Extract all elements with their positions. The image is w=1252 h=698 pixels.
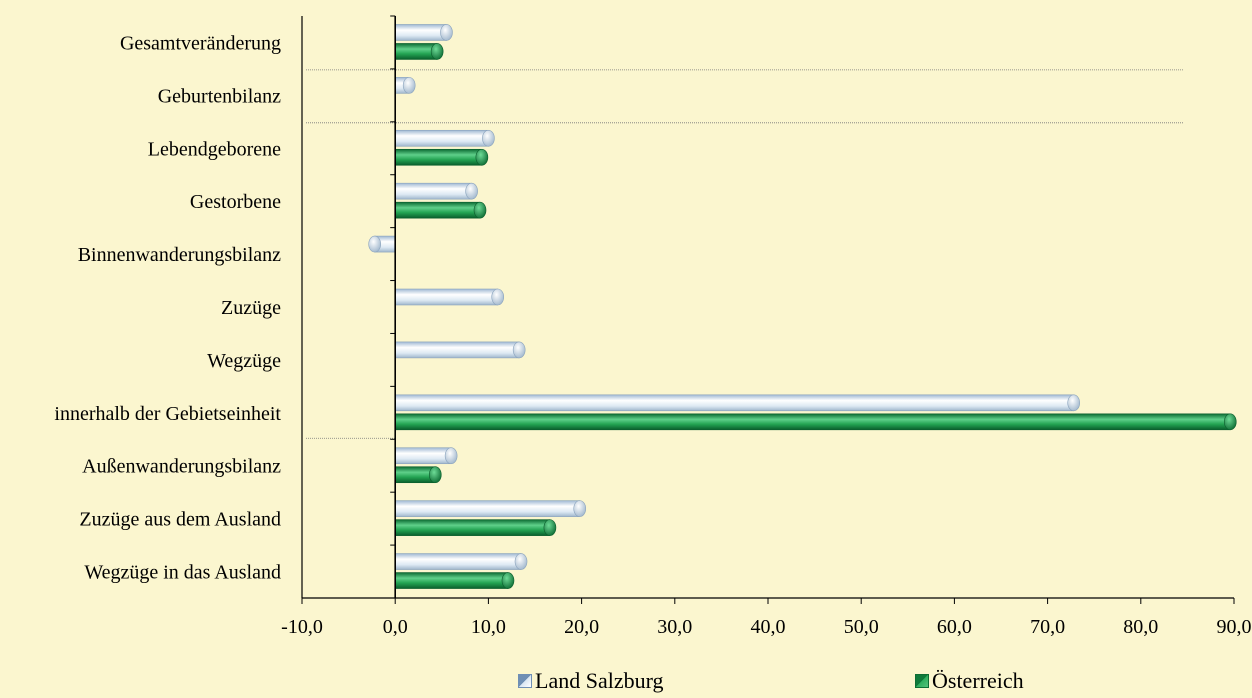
bar-land-salzburg-cap xyxy=(1067,394,1080,412)
bar-oesterreich xyxy=(394,201,481,219)
category-label: Außenwanderungsbilanz xyxy=(82,456,281,478)
bar-land-salzburg-cap xyxy=(368,235,381,253)
bars xyxy=(368,24,1237,589)
category-label: Lebendgeborene xyxy=(148,138,281,160)
axes xyxy=(301,15,1235,604)
bar-land-salzburg-cap xyxy=(482,129,495,147)
bar-land-salzburg-cap xyxy=(402,77,416,94)
bar-land-salzburg xyxy=(394,447,452,465)
category-label: Gesamtveränderung xyxy=(120,32,281,54)
legend: Land Salzburg Österreich xyxy=(0,668,1252,698)
bar-oesterreich xyxy=(394,572,509,589)
bar-oesterreich-cap xyxy=(475,148,489,166)
x-tick-label: 70,0 xyxy=(1030,616,1065,638)
bar-land-salzburg xyxy=(394,182,472,200)
bar-oesterreich-cap xyxy=(430,43,444,60)
x-tick-label: 80,0 xyxy=(1123,616,1158,638)
bar-oesterreich-cap xyxy=(543,519,557,536)
bar-oesterreich xyxy=(394,148,483,166)
bar-oesterreich-cap xyxy=(428,466,442,484)
category-label: Wegzüge in das Ausland xyxy=(84,562,281,584)
category-labels: Gesamtveränderung Geburtenbilanz Lebendgeb… xyxy=(54,32,281,583)
bar-oesterreich xyxy=(394,519,551,536)
x-tick-label: -10,0 xyxy=(281,616,323,638)
category-label: Gestorbene xyxy=(190,191,281,213)
bar-land-salzburg-cap xyxy=(573,500,587,517)
bar-land-salzburg-cap xyxy=(512,341,526,359)
bar-land-salzburg xyxy=(394,500,581,517)
category-label: Geburtenbilanz xyxy=(158,85,281,107)
bar-land-salzburg-cap xyxy=(465,182,478,200)
bar-land-salzburg xyxy=(394,553,522,570)
x-tick-label: 60,0 xyxy=(937,616,972,638)
x-tick-label: 40,0 xyxy=(751,616,786,638)
gridlines xyxy=(306,69,1184,439)
legend-swatch-salzburg xyxy=(518,674,532,688)
bar-oesterreich-cap xyxy=(473,201,487,219)
legend-swatch-oesterreich xyxy=(915,674,929,688)
legend-item-oesterreich: Österreich xyxy=(915,668,1024,694)
category-label: Zuzüge xyxy=(221,297,281,319)
category-label: Wegzüge xyxy=(207,350,281,372)
x-tick-label: 90,0 xyxy=(1217,616,1252,638)
bar-land-salzburg-cap xyxy=(440,24,453,41)
bar-land-salzburg-cap xyxy=(514,553,528,570)
bar-land-salzburg xyxy=(394,288,499,306)
x-tick-label: 50,0 xyxy=(844,616,879,638)
category-label: Binnenwanderungsbilanz xyxy=(78,244,281,266)
x-tick-label: 20,0 xyxy=(564,616,599,638)
category-label: Zuzüge aus dem Ausland xyxy=(79,509,281,531)
bar-oesterreich-cap xyxy=(501,572,515,589)
bar-oesterreich xyxy=(394,413,1231,431)
x-tick-label: 0,0 xyxy=(383,616,408,638)
bar-land-salzburg xyxy=(394,394,1074,412)
bar-land-salzburg xyxy=(394,24,447,41)
legend-label-oesterreich: Österreich xyxy=(932,668,1024,693)
category-label: innerhalb der Gebietseinheit xyxy=(54,403,281,425)
bar-land-salzburg-cap xyxy=(444,447,458,465)
legend-item-salzburg: Land Salzburg xyxy=(518,668,664,694)
bar-oesterreich-cap xyxy=(1223,413,1237,431)
x-tick-label: 30,0 xyxy=(657,616,692,638)
legend-label-salzburg: Land Salzburg xyxy=(535,668,664,693)
x-tick-label: 10,0 xyxy=(471,616,506,638)
bar-land-salzburg-cap xyxy=(491,288,505,306)
tick-labels: -10,0 0,0 10,0 20,0 30,0 40,0 50,0 60,0 70,0 80,0… xyxy=(281,616,1251,638)
bar-land-salzburg xyxy=(394,341,520,359)
bar-land-salzburg xyxy=(394,129,489,147)
